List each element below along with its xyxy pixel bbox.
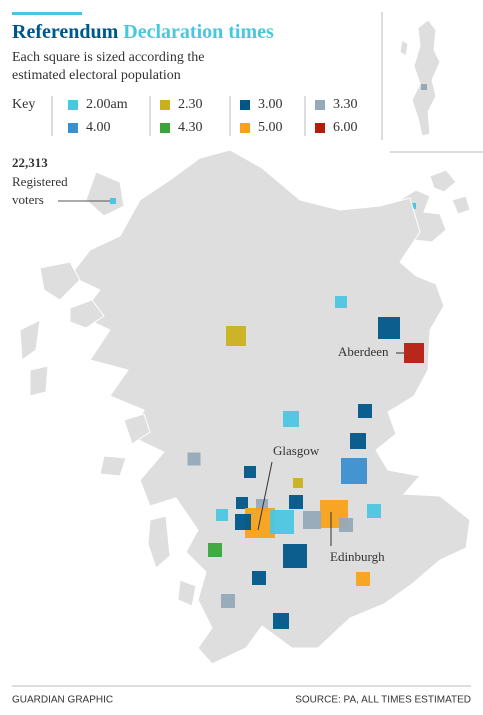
- map-square: [208, 543, 222, 557]
- shetland: [399, 19, 441, 137]
- key-swatch: [240, 100, 250, 110]
- key-item: 6.00: [333, 120, 358, 135]
- map-square: [421, 84, 427, 90]
- key-item: 3.00: [258, 97, 283, 112]
- annotation-value: 22,313: [12, 155, 48, 170]
- map-square: [410, 203, 416, 209]
- map-square: [226, 326, 246, 346]
- key-swatch: [315, 123, 325, 133]
- map-square: [341, 458, 367, 484]
- map-square: [187, 452, 201, 466]
- map-square: [356, 572, 370, 586]
- title-main: Referendum: [12, 21, 119, 43]
- annotation-text: Registered: [12, 174, 68, 189]
- map-square: [289, 495, 303, 509]
- credit: GUARDIAN GRAPHIC: [12, 695, 113, 706]
- map-square: [350, 433, 366, 449]
- title-accent: Declaration times: [123, 21, 274, 43]
- mainland: [69, 149, 471, 665]
- key-swatch: [315, 100, 325, 110]
- annotation-text: voters: [12, 192, 44, 207]
- key-swatch: [68, 100, 78, 110]
- map-square: [270, 510, 294, 534]
- map-square: [283, 411, 299, 427]
- accent-bar: [12, 12, 82, 15]
- map-square: [236, 497, 248, 509]
- map-square: [378, 317, 400, 339]
- map-square: [110, 198, 116, 204]
- key-item: 5.00: [258, 120, 283, 135]
- subtitle: estimated electoral population: [12, 68, 181, 83]
- key-item: 4.30: [178, 120, 203, 135]
- key-item: 2.00am: [86, 97, 128, 112]
- map-square: [367, 504, 381, 518]
- map-square: [273, 613, 289, 629]
- map-square: [335, 296, 347, 308]
- subtitle: Each square is sized according the: [12, 50, 204, 65]
- map-square: [358, 404, 372, 418]
- map-square: [293, 478, 303, 488]
- city-label: Edinburgh: [330, 549, 385, 564]
- map-square: [244, 466, 256, 478]
- map-square: [339, 518, 353, 532]
- key-swatch: [240, 123, 250, 133]
- city-label: Glasgow: [273, 443, 320, 458]
- key: 2.00am 2.30 3.00 3.30 4.00 4.30 5.00 6.00: [51, 96, 358, 136]
- map-square: [283, 544, 307, 568]
- key-item: 4.00: [86, 120, 111, 135]
- map-square: [252, 571, 266, 585]
- city-label: Aberdeen: [338, 344, 389, 359]
- map-square: [303, 511, 321, 529]
- map-square: [221, 594, 235, 608]
- title: Referendum Declaration times: [12, 21, 274, 43]
- key-item: 2.30: [178, 97, 203, 112]
- key-label: Key: [12, 97, 35, 112]
- islands: [19, 171, 197, 607]
- key-swatch: [160, 100, 170, 110]
- leader-line: [257, 461, 273, 531]
- squares: [187, 296, 424, 629]
- key-swatch: [160, 123, 170, 133]
- map-square: [404, 343, 424, 363]
- key-swatch: [68, 123, 78, 133]
- key-item: 3.30: [333, 97, 358, 112]
- map-square: [235, 514, 251, 530]
- map-square: [216, 509, 228, 521]
- source: SOURCE: PA, ALL TIMES ESTIMATED: [295, 695, 471, 706]
